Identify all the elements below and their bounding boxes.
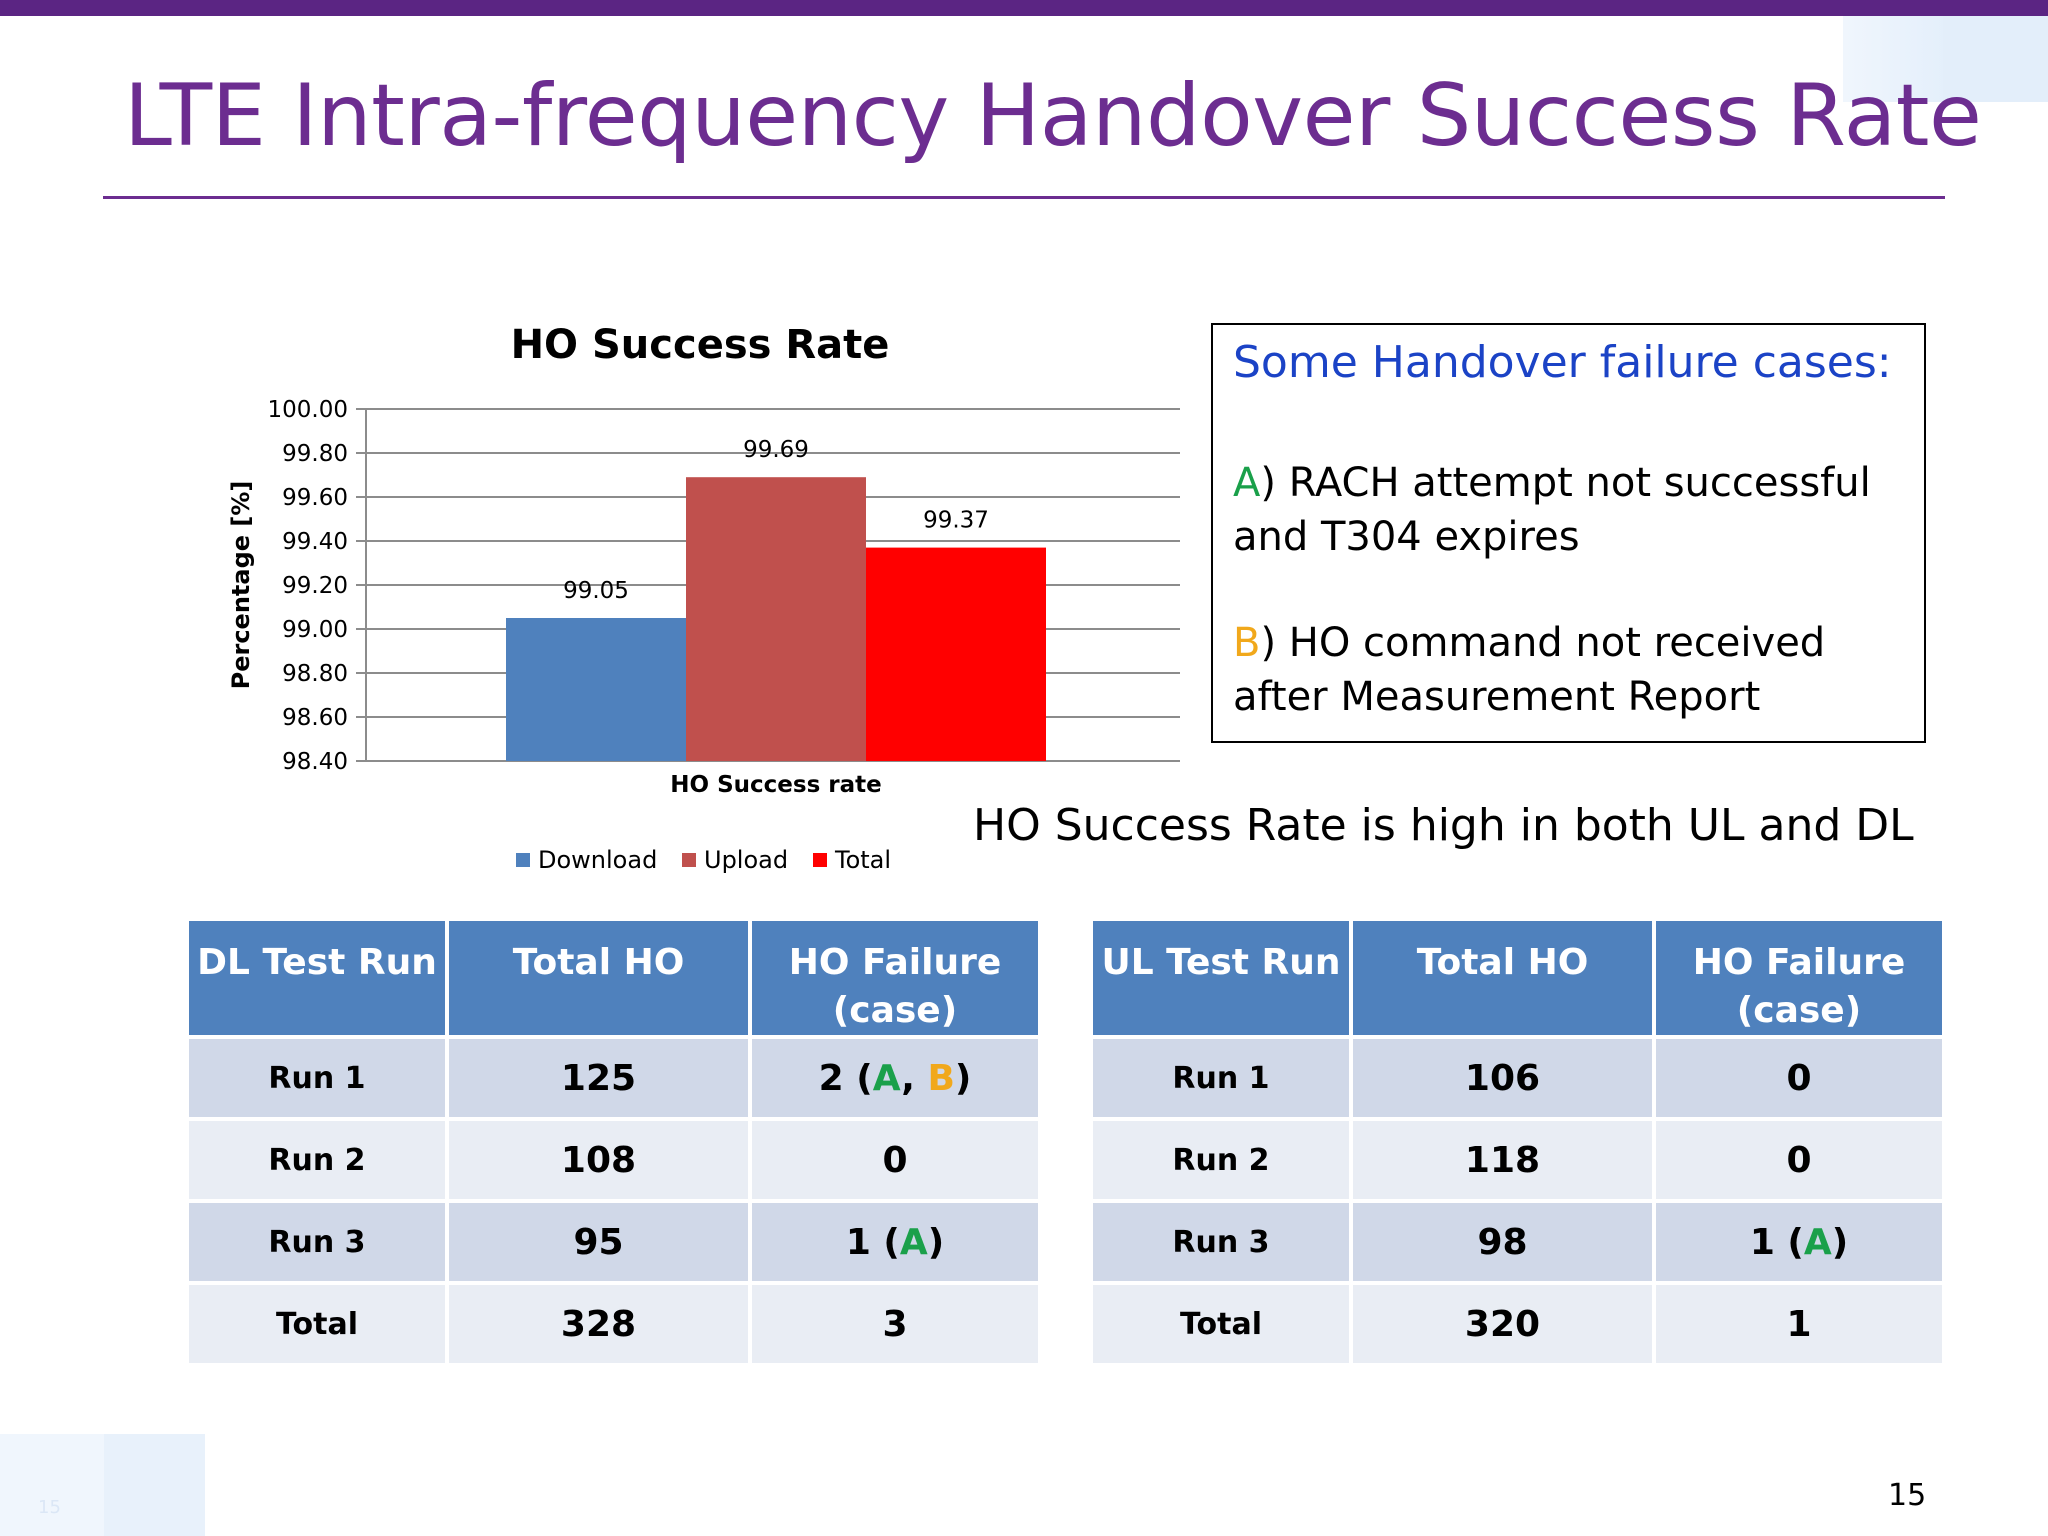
ul-run-cell: Run 1	[1093, 1039, 1349, 1117]
dl-run-cell: Run 1	[189, 1039, 445, 1117]
data-label: 99.37	[923, 508, 989, 534]
x-axis-label: HO Success rate	[670, 772, 881, 798]
y-tick-label: 99.60	[282, 485, 348, 511]
ul-run-cell: Run 2	[1093, 1121, 1349, 1199]
ul-failure-cell: 0	[1656, 1039, 1942, 1117]
dl-total-cell: 95	[449, 1203, 748, 1281]
bar-download	[506, 618, 686, 761]
legend-swatch-download	[516, 853, 530, 867]
close-paren: )	[1831, 1221, 1849, 1263]
legend-label-total: Total	[834, 846, 891, 874]
table-row: Total 328 3	[189, 1285, 1038, 1363]
failure-cases-heading: Some Handover failure cases:	[1233, 337, 1892, 388]
table-header-row: DL Test Run Total HO HO Failure (case)	[189, 921, 1038, 1035]
y-tick-label: 99.20	[282, 573, 348, 599]
title-underline	[103, 196, 1945, 199]
dl-total-cell: 328	[449, 1285, 748, 1363]
y-tick-label: 98.40	[282, 749, 348, 775]
data-label: 99.05	[563, 578, 629, 604]
dl-failure-cell: 0	[752, 1121, 1038, 1199]
summary-note: HO Success Rate is high in both UL and D…	[973, 800, 1914, 851]
y-tick-label: 98.80	[282, 661, 348, 687]
ul-total-cell: 118	[1353, 1121, 1652, 1199]
ul-failure-cell: 1	[1656, 1285, 1942, 1363]
dl-failure-cell: 2 (A, B)	[752, 1039, 1038, 1117]
legend-label-download: Download	[538, 846, 657, 874]
case-b-text: ) HO command not received after Measurem…	[1233, 620, 1826, 720]
y-tick-label: 99.80	[282, 441, 348, 467]
corner-decoration-top-right	[1843, 16, 2048, 102]
ul-header-run: UL Test Run	[1093, 921, 1349, 1035]
ul-test-table: UL Test Run Total HO HO Failure (case) R…	[1089, 917, 1946, 1367]
failure-count: 1 (	[845, 1221, 900, 1263]
close-paren: )	[954, 1057, 972, 1099]
page-number: 15	[1888, 1478, 1927, 1513]
slide-title: LTE Intra-frequency Handover Success Rat…	[124, 66, 1982, 166]
corner-decoration-bottom-left: 15	[0, 1434, 205, 1536]
legend-label-upload: Upload	[704, 846, 788, 874]
case-a-text: ) RACH attempt not successful and T304 e…	[1233, 460, 1871, 560]
ul-run-cell: Total	[1093, 1285, 1349, 1363]
y-tick-label: 99.00	[282, 617, 348, 643]
corner-page-number: 15	[38, 1497, 61, 1518]
case-letter-a: A	[899, 1221, 928, 1263]
dl-failure-cell: 3	[752, 1285, 1038, 1363]
y-tick-label: 98.60	[282, 705, 348, 731]
ul-total-cell: 106	[1353, 1039, 1652, 1117]
failure-case-a: A) RACH attempt not successful and T304 …	[1233, 456, 1904, 564]
legend-swatch-upload	[682, 853, 696, 867]
table-row: Total 320 1	[1093, 1285, 1942, 1363]
close-paren: )	[927, 1221, 945, 1263]
table-row: Run 1 125 2 (A, B)	[189, 1039, 1038, 1117]
failure-count: 1 (	[1749, 1221, 1804, 1263]
ul-run-cell: Run 3	[1093, 1203, 1349, 1281]
dl-run-cell: Total	[189, 1285, 445, 1363]
table-row: Run 3 95 1 (A)	[189, 1203, 1038, 1281]
dl-header-total: Total HO	[449, 921, 748, 1035]
bar-upload	[686, 477, 866, 761]
separator: ,	[901, 1057, 928, 1099]
chart-title: HO Success Rate	[511, 322, 890, 368]
ho-success-rate-chart: HO Success Rate 100.00 99.80 99.60 99.40 99.2…	[200, 300, 1200, 900]
dl-header-run: DL Test Run	[189, 921, 445, 1035]
y-tick-label: 99.40	[282, 529, 348, 555]
case-letter-a: A	[872, 1057, 902, 1099]
ul-failure-cell: 1 (A)	[1656, 1203, 1942, 1281]
table-row: Run 2 108 0	[189, 1121, 1038, 1199]
dl-run-cell: Run 3	[189, 1203, 445, 1281]
ul-total-cell: 320	[1353, 1285, 1652, 1363]
bar-total	[866, 547, 1046, 761]
table-row: Run 1 106 0	[1093, 1039, 1942, 1117]
dl-test-table: DL Test Run Total HO HO Failure (case) R…	[185, 917, 1042, 1367]
data-label: 99.69	[743, 437, 809, 463]
failure-cases-box: Some Handover failure cases: A) RACH att…	[1211, 323, 1926, 743]
dl-total-cell: 108	[449, 1121, 748, 1199]
ul-failure-cell: 0	[1656, 1121, 1942, 1199]
top-accent-bar	[0, 0, 2048, 16]
case-letter-a: A	[1233, 460, 1261, 506]
table-header-row: UL Test Run Total HO HO Failure (case)	[1093, 921, 1942, 1035]
legend-swatch-total	[813, 853, 827, 867]
case-letter-b: B	[1233, 620, 1261, 666]
chart-canvas: HO Success Rate 100.00 99.80 99.60 99.40 99.2…	[227, 322, 1180, 874]
dl-header-failure: HO Failure (case)	[752, 921, 1038, 1035]
table-row: Run 3 98 1 (A)	[1093, 1203, 1942, 1281]
table-row: Run 2 118 0	[1093, 1121, 1942, 1199]
ul-header-total: Total HO	[1353, 921, 1652, 1035]
dl-failure-cell: 1 (A)	[752, 1203, 1038, 1281]
ul-total-cell: 98	[1353, 1203, 1652, 1281]
case-letter-a: A	[1803, 1221, 1832, 1263]
case-letter-b: B	[927, 1057, 955, 1099]
failure-count: 2 (	[818, 1057, 873, 1099]
dl-run-cell: Run 2	[189, 1121, 445, 1199]
failure-case-b: B) HO command not received after Measure…	[1233, 616, 1904, 724]
y-axis-label: Percentage [%]	[227, 481, 255, 690]
ul-header-failure: HO Failure (case)	[1656, 921, 1942, 1035]
y-tick-label: 100.00	[268, 397, 348, 423]
dl-total-cell: 125	[449, 1039, 748, 1117]
